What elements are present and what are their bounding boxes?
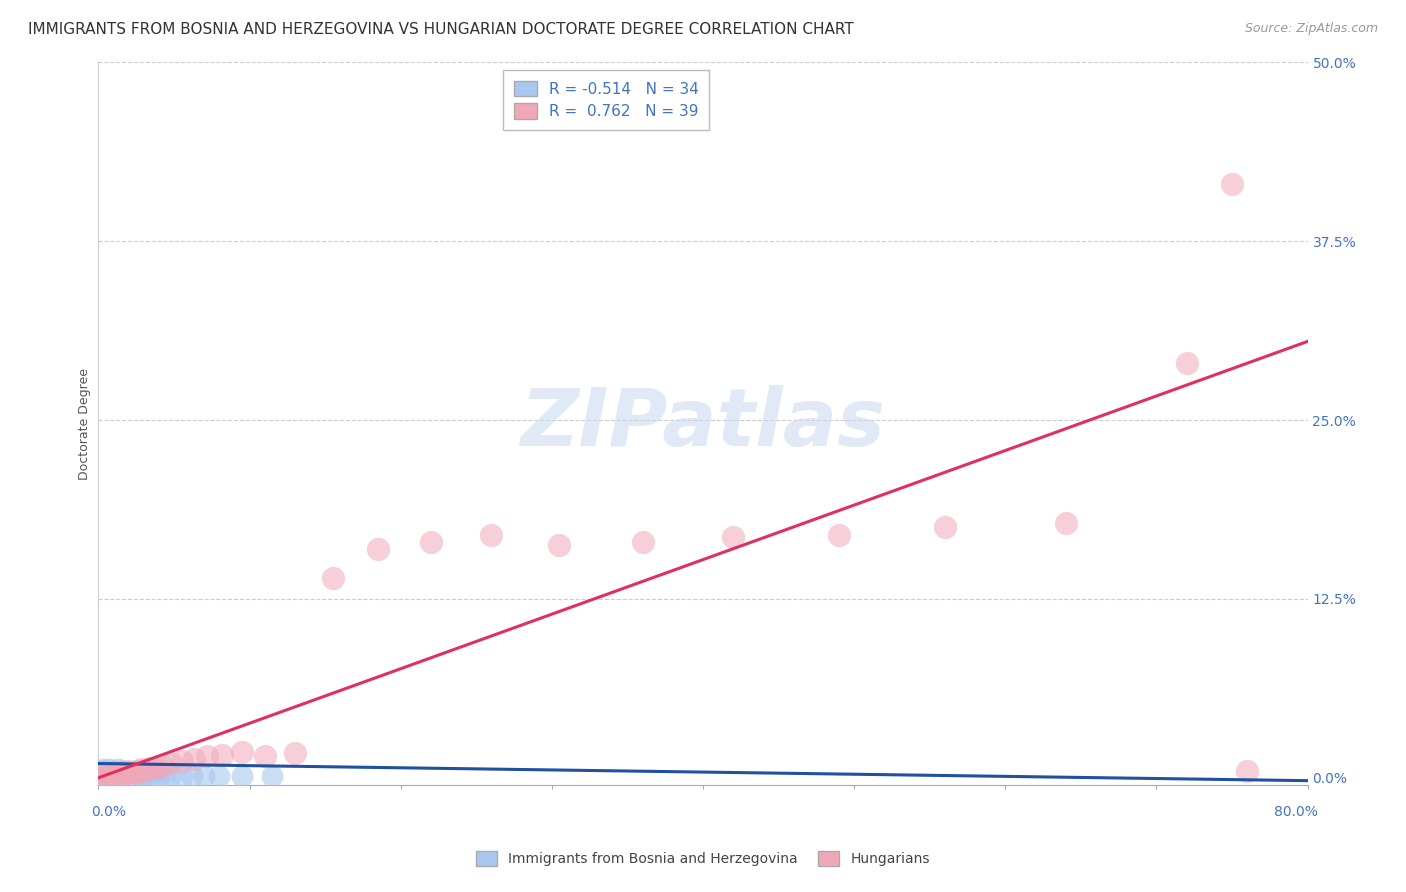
Point — [114, 765, 136, 780]
Point — [100, 766, 122, 780]
Point — [1220, 177, 1243, 191]
Point — [1236, 764, 1258, 778]
Point — [104, 766, 127, 780]
Point — [124, 765, 146, 780]
Point — [91, 762, 114, 776]
Point — [208, 769, 231, 783]
Point — [934, 520, 956, 534]
Point — [129, 762, 152, 776]
Point — [101, 765, 124, 780]
Point — [183, 752, 205, 766]
Point — [94, 764, 117, 778]
Point — [367, 541, 389, 556]
Point — [105, 765, 128, 780]
Text: 80.0%: 80.0% — [1274, 805, 1317, 819]
Point — [262, 769, 284, 783]
Point — [111, 764, 134, 778]
Point — [1175, 356, 1198, 370]
Point — [89, 764, 111, 778]
Point — [284, 747, 307, 761]
Point — [150, 759, 173, 773]
Point — [160, 756, 183, 771]
Point — [139, 761, 162, 775]
Point — [96, 765, 118, 780]
Point — [90, 768, 112, 782]
Legend: Immigrants from Bosnia and Herzegovina, Hungarians: Immigrants from Bosnia and Herzegovina, … — [471, 846, 935, 871]
Point — [170, 769, 193, 783]
Point — [548, 538, 571, 552]
Point — [181, 769, 204, 783]
Text: IMMIGRANTS FROM BOSNIA AND HERZEGOVINA VS HUNGARIAN DOCTORATE DEGREE CORRELATION: IMMIGRANTS FROM BOSNIA AND HERZEGOVINA V… — [28, 22, 853, 37]
Point — [127, 764, 149, 778]
Point — [142, 768, 165, 782]
Point — [231, 745, 253, 759]
Point — [170, 754, 193, 768]
Point — [193, 769, 215, 783]
Legend: R = -0.514   N = 34, R =  0.762   N = 39: R = -0.514 N = 34, R = 0.762 N = 39 — [503, 70, 710, 129]
Point — [121, 766, 143, 780]
Point — [110, 765, 132, 780]
Point — [98, 762, 121, 776]
Point — [105, 766, 128, 780]
Point — [108, 765, 131, 780]
Point — [118, 765, 141, 780]
Point — [1054, 516, 1077, 530]
Point — [121, 766, 143, 780]
Point — [231, 769, 253, 783]
Point — [145, 761, 167, 775]
Point — [132, 764, 155, 778]
Point — [108, 766, 131, 780]
Point — [136, 766, 159, 780]
Point — [90, 765, 112, 780]
Point — [195, 749, 218, 764]
Point — [114, 766, 136, 780]
Text: Source: ZipAtlas.com: Source: ZipAtlas.com — [1244, 22, 1378, 36]
Point — [111, 766, 134, 780]
Text: 0.0%: 0.0% — [91, 805, 127, 819]
Point — [93, 766, 115, 780]
Point — [153, 768, 176, 782]
Point — [631, 534, 654, 549]
Point — [211, 747, 233, 762]
Point — [160, 768, 183, 782]
Point — [132, 766, 155, 780]
Y-axis label: Doctorate Degree: Doctorate Degree — [79, 368, 91, 480]
Point — [723, 531, 745, 545]
Point — [93, 766, 115, 780]
Point — [103, 764, 125, 778]
Point — [103, 765, 125, 780]
Text: ZIPatlas: ZIPatlas — [520, 384, 886, 463]
Point — [96, 768, 118, 782]
Point — [124, 765, 146, 780]
Point — [127, 766, 149, 780]
Point — [129, 768, 152, 782]
Point — [148, 768, 170, 782]
Point — [100, 766, 122, 780]
Point — [107, 762, 129, 776]
Point — [420, 534, 443, 549]
Point — [481, 527, 503, 541]
Point — [118, 764, 141, 778]
Point — [828, 527, 851, 541]
Point — [253, 749, 276, 764]
Point — [322, 570, 344, 584]
